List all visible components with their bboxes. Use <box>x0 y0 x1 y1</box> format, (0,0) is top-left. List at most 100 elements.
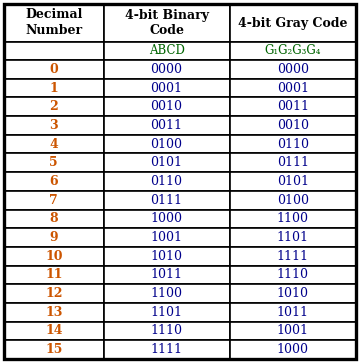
Bar <box>230 60 356 79</box>
Bar <box>4 322 104 340</box>
Text: 0: 0 <box>49 63 58 76</box>
Text: 0010: 0010 <box>277 119 309 132</box>
Bar <box>4 284 104 303</box>
Text: 10: 10 <box>45 250 63 263</box>
Text: 3: 3 <box>49 119 58 132</box>
Bar <box>4 209 104 228</box>
Bar <box>104 4 230 42</box>
Bar <box>4 97 104 116</box>
Bar <box>104 154 230 172</box>
Text: 0100: 0100 <box>277 193 309 207</box>
Text: 4-bit Gray Code: 4-bit Gray Code <box>238 16 347 29</box>
Bar <box>104 284 230 303</box>
Text: 1111: 1111 <box>277 250 309 263</box>
Text: 2: 2 <box>49 100 58 113</box>
Text: 15: 15 <box>45 343 63 356</box>
Text: 0001: 0001 <box>150 82 183 94</box>
Bar <box>230 209 356 228</box>
Text: 1010: 1010 <box>277 287 309 300</box>
Bar <box>104 322 230 340</box>
Text: 0011: 0011 <box>150 119 183 132</box>
Text: 0110: 0110 <box>277 138 309 151</box>
Bar <box>230 228 356 247</box>
Bar <box>4 340 104 359</box>
Bar <box>4 60 104 79</box>
Text: 0100: 0100 <box>150 138 183 151</box>
Text: 1011: 1011 <box>150 268 183 281</box>
Text: 4-bit Binary
Code: 4-bit Binary Code <box>125 8 209 37</box>
Bar <box>230 303 356 322</box>
Bar <box>230 135 356 154</box>
Text: 8: 8 <box>49 212 58 225</box>
Bar <box>230 322 356 340</box>
Bar <box>4 228 104 247</box>
Text: 4: 4 <box>49 138 58 151</box>
Text: 0101: 0101 <box>150 156 183 169</box>
Bar <box>4 42 104 60</box>
Text: 0111: 0111 <box>150 193 183 207</box>
Bar <box>230 4 356 42</box>
Text: 1001: 1001 <box>277 325 309 338</box>
Bar <box>104 247 230 266</box>
Text: 0101: 0101 <box>277 175 309 188</box>
Text: 7: 7 <box>49 193 58 207</box>
Text: 0111: 0111 <box>277 156 309 169</box>
Bar <box>230 42 356 60</box>
Text: 1111: 1111 <box>150 343 183 356</box>
Bar <box>104 172 230 191</box>
Text: 1100: 1100 <box>150 287 183 300</box>
Text: 11: 11 <box>45 268 63 281</box>
Bar <box>104 97 230 116</box>
Text: 1000: 1000 <box>277 343 309 356</box>
Bar <box>104 135 230 154</box>
Bar <box>104 303 230 322</box>
Bar <box>104 60 230 79</box>
Text: G₁G₂G₃G₄: G₁G₂G₃G₄ <box>265 45 321 57</box>
Text: 1000: 1000 <box>150 212 183 225</box>
Text: 14: 14 <box>45 325 63 338</box>
Bar <box>230 97 356 116</box>
Text: 1: 1 <box>49 82 58 94</box>
Bar <box>4 4 104 42</box>
Bar <box>104 42 230 60</box>
Bar <box>4 116 104 135</box>
Text: 0010: 0010 <box>150 100 183 113</box>
Bar <box>4 172 104 191</box>
Text: 0000: 0000 <box>150 63 183 76</box>
Text: 5: 5 <box>49 156 58 169</box>
Text: 1101: 1101 <box>277 231 309 244</box>
Text: 12: 12 <box>45 287 63 300</box>
Bar <box>104 340 230 359</box>
Bar <box>4 154 104 172</box>
Bar <box>230 154 356 172</box>
Text: ABCD: ABCD <box>149 45 185 57</box>
Text: Decimal
Number: Decimal Number <box>25 8 82 37</box>
Text: 0110: 0110 <box>150 175 183 188</box>
Text: 1011: 1011 <box>277 306 309 319</box>
Text: 1001: 1001 <box>150 231 183 244</box>
Bar <box>230 266 356 284</box>
Bar <box>4 247 104 266</box>
Text: 13: 13 <box>45 306 63 319</box>
Text: 6: 6 <box>49 175 58 188</box>
Bar <box>4 79 104 97</box>
Bar <box>104 191 230 209</box>
Bar <box>230 340 356 359</box>
Text: 1110: 1110 <box>277 268 309 281</box>
Bar <box>104 116 230 135</box>
Text: 1101: 1101 <box>150 306 183 319</box>
Bar <box>104 209 230 228</box>
Text: 0000: 0000 <box>277 63 309 76</box>
Bar <box>4 191 104 209</box>
Text: 9: 9 <box>49 231 58 244</box>
Text: 0001: 0001 <box>277 82 309 94</box>
Bar <box>230 79 356 97</box>
Bar <box>4 266 104 284</box>
Bar <box>230 116 356 135</box>
Bar <box>104 266 230 284</box>
Text: 0011: 0011 <box>277 100 309 113</box>
Bar <box>230 172 356 191</box>
Text: 1010: 1010 <box>150 250 183 263</box>
Bar <box>4 135 104 154</box>
Text: 1110: 1110 <box>150 325 183 338</box>
